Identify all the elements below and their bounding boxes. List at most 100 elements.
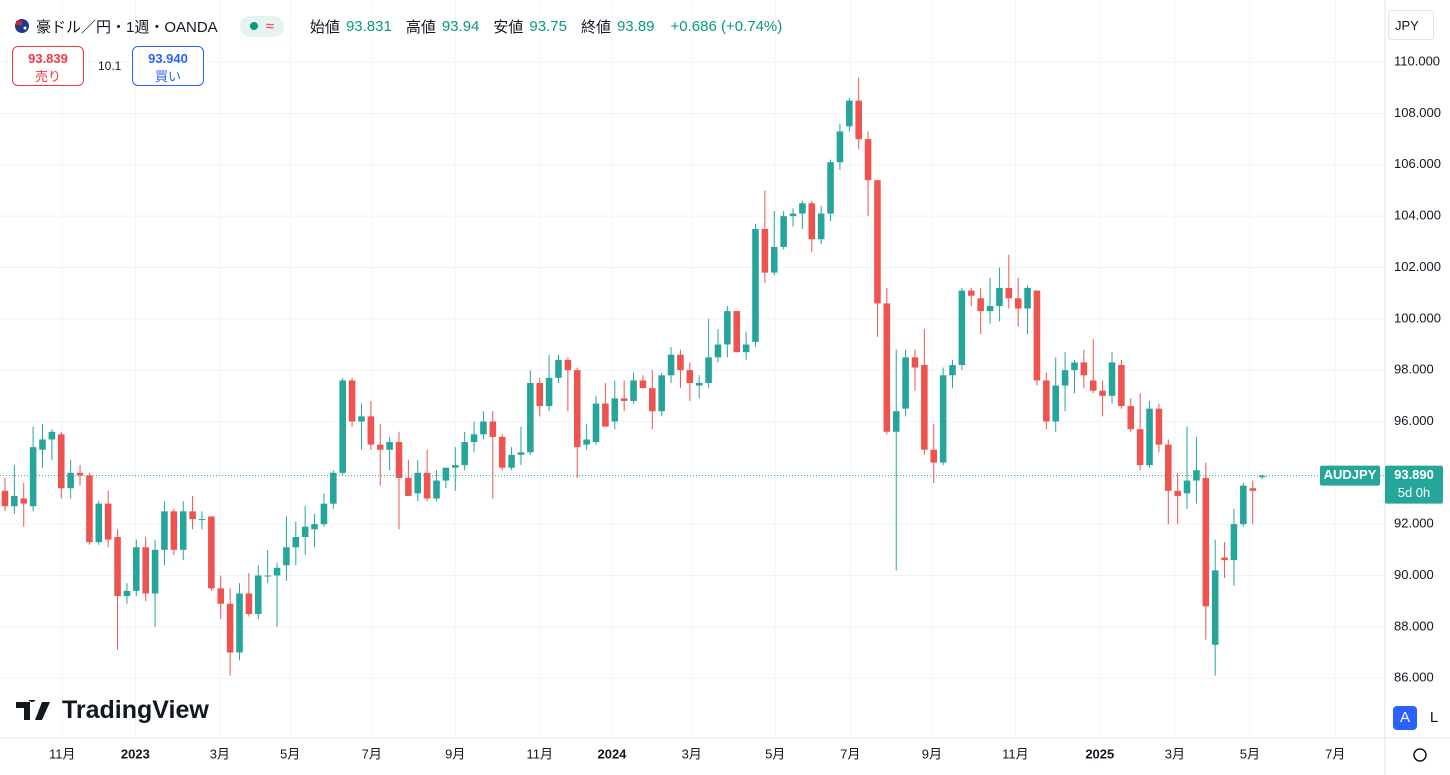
candle-body — [1108, 362, 1116, 396]
open-label: 始値 — [309, 18, 340, 36]
candle-body — [414, 472, 422, 494]
candle-body — [254, 575, 262, 615]
sell-label: 売り — [34, 69, 61, 84]
candle-body — [611, 398, 619, 422]
candle-body — [114, 537, 121, 597]
low-label: 安値 — [493, 18, 524, 36]
candle-body — [1033, 290, 1041, 381]
candle-body — [770, 246, 778, 273]
y-tick-label: 98.000 — [1394, 362, 1434, 377]
candle-body — [573, 370, 581, 448]
candle-body — [517, 452, 525, 455]
candle-body — [11, 495, 18, 507]
buy-price: 93.940 — [148, 51, 188, 66]
symbol-tag — [1320, 465, 1380, 486]
x-tick-label: 5月 — [765, 746, 785, 761]
candle-body — [423, 472, 431, 499]
candle-body — [386, 442, 393, 450]
candle-body — [48, 431, 56, 440]
x-tick-label: 11月 — [526, 746, 553, 761]
x-tick-label: 3月 — [1165, 746, 1185, 761]
x-tick-label: 9月 — [922, 746, 942, 761]
candle-body — [283, 547, 290, 566]
candle-body — [508, 454, 515, 468]
candle-body — [902, 357, 909, 409]
candle-body — [1, 490, 9, 507]
y-tick-label: 108.000 — [1394, 105, 1441, 120]
candle-body — [320, 503, 328, 525]
candle-body — [592, 403, 600, 443]
candle-body — [1211, 570, 1219, 645]
candle-body — [1165, 444, 1172, 491]
candle-body — [442, 467, 450, 481]
candle-body — [1249, 488, 1257, 491]
log-scale-button[interactable]: L — [1429, 709, 1439, 726]
candle-body — [639, 380, 647, 389]
candle-body — [545, 377, 553, 407]
sell-button[interactable]: 93.839 売り — [12, 46, 84, 86]
candle-body — [330, 472, 337, 504]
candle-body — [1258, 475, 1266, 478]
logo-text: TradingView — [62, 696, 209, 724]
candle-body — [208, 516, 215, 589]
candle-body — [949, 365, 956, 376]
candle-body — [292, 537, 300, 548]
candle-body — [498, 436, 506, 468]
candle-body — [733, 311, 741, 353]
x-tick-label: 7月 — [1325, 746, 1345, 761]
candle-body — [76, 472, 84, 476]
candle-body — [405, 477, 412, 496]
candle-body — [1061, 370, 1069, 386]
candle-body — [527, 382, 534, 453]
candle-body — [245, 593, 253, 615]
candle-body — [358, 416, 365, 422]
candle-body — [1136, 429, 1144, 466]
buy-button[interactable]: 93.940 買い — [132, 46, 204, 86]
candle-body — [761, 228, 769, 273]
candle-body — [892, 411, 900, 432]
candle-body — [20, 498, 28, 504]
x-tick-label: 7月 — [362, 746, 382, 761]
candle-body — [677, 354, 684, 371]
y-tick-label: 88.000 — [1394, 618, 1434, 633]
close-value: 93.89 — [616, 17, 655, 35]
candle-body — [1043, 380, 1050, 422]
symbol-title: 豪ドル／円・1週・OANDA — [36, 18, 218, 36]
candle-body — [658, 375, 665, 412]
candle-body — [808, 203, 816, 240]
candle-body — [264, 575, 271, 577]
candle-body — [1080, 362, 1088, 376]
candle-body — [367, 416, 375, 445]
status-pill[interactable]: ≈ — [239, 15, 284, 37]
currency-select[interactable]: JPY — [1388, 10, 1434, 40]
y-tick-label: 110.000 — [1394, 54, 1440, 69]
candle-body — [57, 434, 65, 489]
candle-body — [433, 480, 440, 499]
price-tag — [1385, 465, 1443, 504]
candle-body — [1071, 362, 1078, 371]
candle-body — [846, 100, 853, 127]
candle-body — [939, 375, 947, 463]
candle-body — [29, 447, 37, 507]
high-value: 93.94 — [441, 17, 480, 35]
candle-body — [986, 305, 994, 312]
low-value: 93.75 — [529, 17, 567, 35]
candle-body — [667, 354, 675, 376]
candle-body — [123, 590, 131, 597]
candle-body — [104, 503, 112, 540]
x-tick-label: 11月 — [1002, 746, 1029, 761]
x-tick-label: 11月 — [49, 746, 76, 761]
candle-body — [1221, 557, 1228, 561]
logo: TradingView — [16, 696, 209, 725]
candle-body — [461, 442, 468, 466]
candle-body — [470, 434, 478, 443]
candle-body — [95, 503, 103, 543]
candle-body — [705, 357, 712, 383]
auto-scale-button[interactable]: A — [1393, 706, 1417, 730]
candle-body — [827, 162, 834, 214]
sell-price: 93.839 — [28, 51, 68, 66]
countdown-text: 5d 0h — [1398, 485, 1431, 500]
x-tick-label: 2024 — [597, 746, 627, 761]
x-tick-label: 3月 — [210, 746, 230, 761]
